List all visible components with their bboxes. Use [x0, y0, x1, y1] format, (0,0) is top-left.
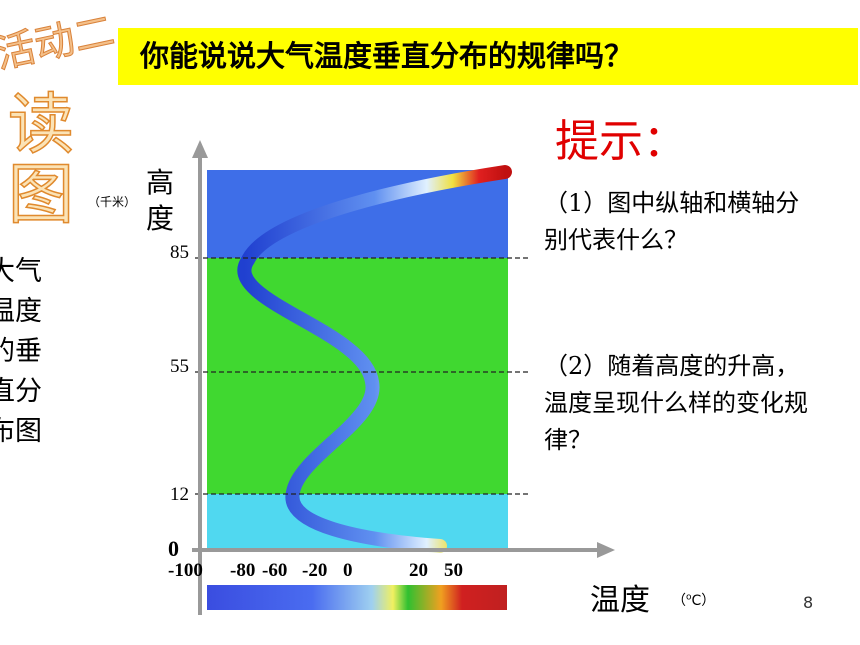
x-tick-label: 50 [444, 560, 463, 581]
y-tick-label: 55 [170, 356, 189, 377]
x-unit-part: C） [691, 593, 716, 609]
y-tick-label: 85 [170, 242, 189, 263]
y-tick-label: 0 [168, 536, 179, 561]
x-tick-label: -60 [262, 560, 288, 581]
x-unit: （oC） [672, 590, 715, 610]
caption-line: 大气 [0, 256, 42, 287]
y-unit: （千米） [88, 195, 137, 209]
x-unit-part: o [686, 592, 692, 603]
caption: 大气温度的垂直分布图 [0, 252, 42, 452]
caption-line: 布图 [0, 416, 42, 447]
x-tick-label: -20 [302, 560, 328, 581]
caption-line: 的垂 [0, 336, 42, 367]
x-tick-label: -100 [168, 560, 203, 581]
hint-title: 提示： [555, 116, 687, 167]
caption-line: 温度 [0, 296, 42, 327]
y-tick-label: 12 [170, 484, 189, 505]
page-number: 8 [803, 593, 814, 612]
x-arrow [597, 542, 615, 558]
hint-item: （1）图中纵轴和横轴分别代表什么？ [544, 189, 800, 254]
x-unit-part: （ [672, 593, 686, 609]
x-tick-label: 20 [409, 560, 428, 581]
x-label: 温度 [590, 583, 650, 618]
title: 你能说说大气温度垂直分布的规律吗？ [118, 28, 858, 85]
color-bar [207, 585, 507, 610]
read-figure: 读图 [7, 86, 75, 233]
x-tick-label: -80 [230, 560, 256, 581]
y-label: 高度 [146, 166, 175, 235]
temperature-curve [237, 165, 512, 553]
y-arrow [192, 140, 208, 158]
hint-item: （2）随着高度的升高，温度呈现什么样的变化规律？ [544, 352, 808, 454]
caption-line: 直分 [0, 376, 42, 407]
x-tick-label: 0 [343, 560, 353, 581]
